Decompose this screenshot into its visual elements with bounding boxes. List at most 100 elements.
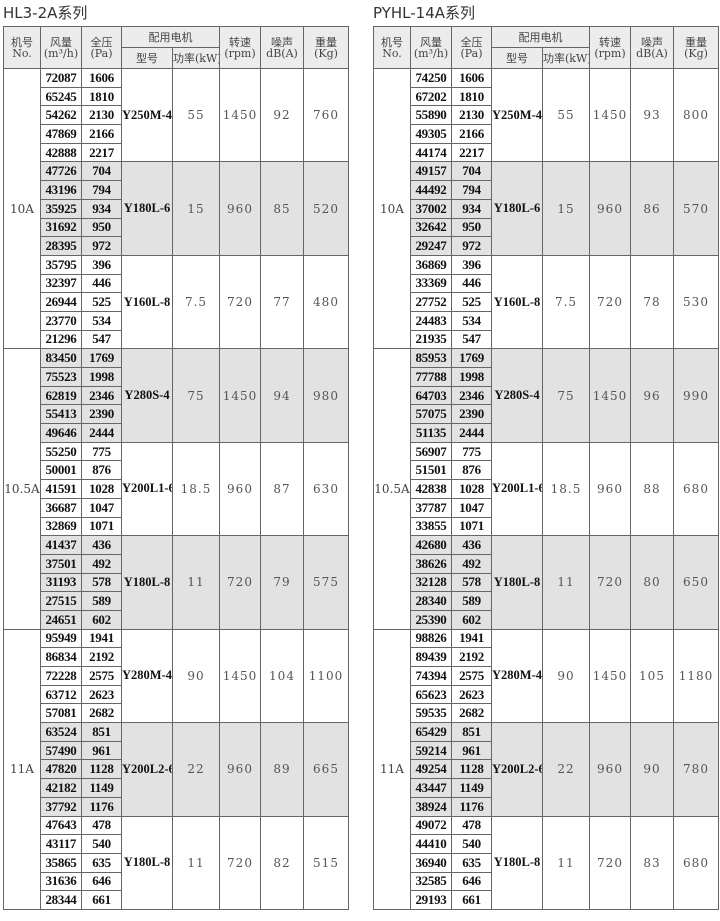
fan-number: 10.5A [3, 348, 41, 630]
flow-cell: 47726 [40, 161, 82, 182]
header-no: 机号 No. [3, 26, 41, 69]
table-title-pyhl: PYHL-14A系列 [373, 4, 476, 22]
header-motor: 配用电机 [491, 26, 590, 48]
flow-cell: 49157 [410, 161, 452, 182]
pressure-cell: 876 [81, 460, 122, 481]
motor-model: Y280S-4 [121, 348, 173, 443]
header-flow: 风量 (m³/h) [410, 26, 452, 69]
flow-cell: 56907 [410, 441, 452, 462]
pressure-cell: 1071 [81, 516, 122, 537]
weight-cell: 680 [673, 815, 719, 910]
header-flow: 风量 (m³/h) [40, 26, 82, 69]
pressure-cell: 1998 [81, 367, 122, 387]
table-row: 41437 436 Y180L-8 11 720 79 575 [4, 535, 349, 630]
flow-cell: 31193 [40, 572, 82, 593]
flow-cell: 86834 [40, 647, 82, 667]
flow-cell: 67202 [410, 86, 452, 107]
pressure-cell: 589 [81, 591, 122, 611]
pressure-cell: 2390 [81, 404, 122, 425]
noise-cell: 82 [260, 815, 304, 910]
header-pressure-label: 全压 [460, 35, 483, 49]
flow-cell: 74250 [410, 68, 452, 88]
pressure-cell: 2192 [81, 647, 122, 667]
noise-cell: 80 [630, 535, 674, 630]
header-flow-unit: (m³/h) [43, 46, 79, 60]
motor-power: 55 [172, 67, 220, 163]
speed-cell: 960 [219, 722, 261, 817]
flow-cell: 42182 [40, 778, 82, 798]
pressure-cell: 646 [81, 871, 122, 892]
pressure-cell: 961 [81, 740, 122, 761]
table-row: 33369 446 [374, 273, 719, 294]
flow-cell: 37792 [40, 796, 82, 817]
motor-model: Y160L-8 [491, 254, 543, 350]
motor-power: 18.5 [542, 441, 590, 537]
motor-power: 7.5 [172, 254, 220, 350]
table-row: 10.5A 85953 1769 Y280S-4 75 1450 96 990 [373, 348, 719, 630]
pressure-cell: 1176 [451, 796, 492, 817]
flow-cell: 44492 [410, 180, 452, 200]
motor-power: 22 [542, 722, 590, 817]
pressure-cell: 1606 [81, 68, 122, 88]
table-row: 42838 1028 [374, 479, 719, 499]
flow-cell: 59214 [410, 740, 452, 761]
flow-cell: 42838 [410, 479, 452, 499]
motor-model: Y250M-4 [491, 67, 543, 163]
weight-cell: 570 [673, 161, 719, 256]
pressure-cell: 1028 [81, 479, 122, 499]
pressure-cell: 525 [81, 292, 122, 312]
table-row: 38626 492 [374, 553, 719, 574]
speed-cell: 1450 [589, 348, 631, 443]
flow-cell: 25390 [410, 609, 452, 630]
header-power: 功率(kW) [172, 47, 220, 69]
table-row: 31692 950 [4, 217, 349, 238]
table-row: 54262 2130 [4, 105, 349, 126]
pressure-cell: 492 [451, 553, 492, 574]
flow-cell: 36940 [410, 852, 452, 873]
pressure-cell: 1176 [81, 796, 122, 817]
pressure-cell: 661 [81, 890, 122, 910]
table-row: 31193 578 [4, 572, 349, 593]
weight-cell: 1180 [673, 628, 719, 724]
flow-cell: 51135 [410, 423, 452, 443]
table-row: 32642 950 [374, 217, 719, 238]
header-pressure-unit: (Pa) [90, 46, 113, 60]
flow-cell: 38924 [410, 796, 452, 817]
speed-cell: 960 [589, 441, 631, 537]
flow-cell: 29247 [410, 236, 452, 256]
table-row: 49254 1128 [374, 759, 719, 780]
motor-model: Y180L-8 [121, 815, 173, 910]
header-row: 机号 No. 风量 (m³/h) 全压 (Pa) 配用电机 转速 (rpm) 噪声 dB(A) 重量(… [3, 26, 349, 69]
table-row: 10.5A 83450 1769 Y280S-4 75 1450 94 980 [3, 348, 349, 630]
table-row: 11A 98826 1941 Y280M-4 90 1450 105 1180 [373, 628, 719, 910]
header-model-label: 型号 [136, 51, 158, 65]
header-no-unit: No. [382, 46, 402, 60]
motor-model: Y180L-8 [121, 535, 173, 630]
speed-cell: 720 [589, 254, 631, 350]
flow-cell: 57490 [40, 740, 82, 761]
noise-cell: 79 [260, 535, 304, 630]
weight-cell: 780 [673, 722, 719, 817]
pressure-cell: 1606 [451, 68, 492, 88]
motor-power: 11 [542, 535, 590, 630]
table-row: 44410 540 [374, 834, 719, 854]
table-row: 63712 2623 [4, 684, 349, 705]
flow-cell: 32397 [40, 273, 82, 294]
header-pressure: 全压 (Pa) [451, 26, 492, 69]
flow-cell: 57075 [410, 404, 452, 425]
pressure-cell: 1028 [451, 479, 492, 499]
pressure-cell: 589 [451, 591, 492, 611]
table-row: 36940 635 [374, 852, 719, 873]
pressure-cell: 2682 [451, 703, 492, 724]
table-row: 25390 602 [374, 609, 719, 630]
flow-cell: 37002 [410, 198, 452, 219]
flow-cell: 32128 [410, 572, 452, 593]
motor-power: 11 [172, 815, 220, 910]
flow-cell: 35925 [40, 198, 82, 219]
table-row: 59214 961 [374, 740, 719, 761]
table-row: 42680 436 Y180L-8 11 720 80 650 [374, 535, 719, 630]
header-motor: 配用电机 [121, 26, 220, 48]
header-speed: 转速 (rpm) [589, 26, 631, 69]
table-row: 49072 478 Y180L-8 11 720 83 680 [374, 815, 719, 910]
table-row: 37787 1047 [374, 497, 719, 518]
